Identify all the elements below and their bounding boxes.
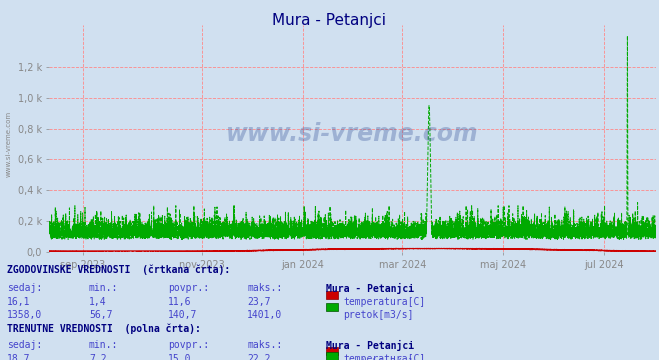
Text: TRENUTNE VREDNOSTI  (polna črta):: TRENUTNE VREDNOSTI (polna črta): xyxy=(7,324,200,334)
Text: 22,2: 22,2 xyxy=(247,354,271,360)
Text: 23,7: 23,7 xyxy=(247,297,271,307)
Text: min.:: min.: xyxy=(89,340,119,350)
Text: temperatura[C]: temperatura[C] xyxy=(343,297,426,307)
Text: maks.:: maks.: xyxy=(247,283,282,293)
Text: -nan: -nan xyxy=(168,358,192,360)
Text: 11,6: 11,6 xyxy=(168,297,192,307)
Text: 1401,0: 1401,0 xyxy=(247,310,282,320)
Text: pretok[m3/s]: pretok[m3/s] xyxy=(343,358,414,360)
Text: sedaj:: sedaj: xyxy=(7,340,42,350)
Text: 7,2: 7,2 xyxy=(89,354,107,360)
Text: 18,7: 18,7 xyxy=(7,354,30,360)
Text: www.si-vreme.com: www.si-vreme.com xyxy=(226,122,479,146)
Text: temperatura[C]: temperatura[C] xyxy=(343,354,426,360)
Text: -nan: -nan xyxy=(247,358,271,360)
Text: Mura - Petanjci: Mura - Petanjci xyxy=(326,340,415,351)
Text: Mura - Petanjci: Mura - Petanjci xyxy=(273,13,386,28)
Text: povpr.:: povpr.: xyxy=(168,283,209,293)
Text: Mura - Petanjci: Mura - Petanjci xyxy=(326,283,415,294)
Text: povpr.:: povpr.: xyxy=(168,340,209,350)
Text: 1358,0: 1358,0 xyxy=(7,310,42,320)
Text: 1,4: 1,4 xyxy=(89,297,107,307)
Text: -nan: -nan xyxy=(7,358,30,360)
Text: 56,7: 56,7 xyxy=(89,310,113,320)
Text: maks.:: maks.: xyxy=(247,340,282,350)
Text: sedaj:: sedaj: xyxy=(7,283,42,293)
Text: www.si-vreme.com: www.si-vreme.com xyxy=(5,111,11,177)
Text: -nan: -nan xyxy=(89,358,113,360)
Text: 16,1: 16,1 xyxy=(7,297,30,307)
Text: pretok[m3/s]: pretok[m3/s] xyxy=(343,310,414,320)
Text: ZGODOVINSKE VREDNOSTI  (črtkana črta):: ZGODOVINSKE VREDNOSTI (črtkana črta): xyxy=(7,265,230,275)
Text: 15,0: 15,0 xyxy=(168,354,192,360)
Text: min.:: min.: xyxy=(89,283,119,293)
Text: 140,7: 140,7 xyxy=(168,310,198,320)
